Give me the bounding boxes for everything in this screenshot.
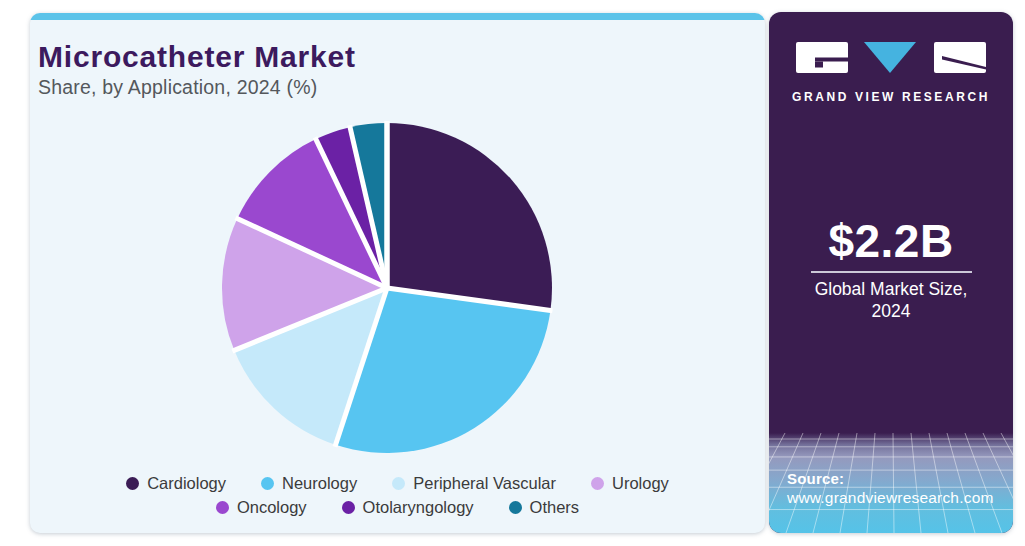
legend-item-others: Others <box>509 498 580 517</box>
gvr-logo-icon <box>796 40 986 80</box>
market-size-label: Global Market Size, 2024 <box>804 279 979 323</box>
brand-name: GRAND VIEW RESEARCH <box>769 90 1013 104</box>
legend-item-otolaryngology: Otolaryngology <box>342 498 474 517</box>
legend-dot <box>126 477 139 490</box>
legend-label: Urology <box>612 474 669 493</box>
legend-item-oncology: Oncology <box>216 498 307 517</box>
legend-row: Oncology Otolaryngology Others <box>216 498 579 517</box>
legend-item-urology: Urology <box>591 474 669 493</box>
brand-panel: GRAND VIEW RESEARCH $2.2B Global Market … <box>769 12 1013 533</box>
legend-dot <box>591 477 604 490</box>
chart-card: Microcatheter Market Share, by Applicati… <box>30 13 765 533</box>
legend-dot <box>509 501 522 514</box>
pie-slice-cardiology <box>387 123 552 310</box>
legend-item-cardiology: Cardiology <box>126 474 226 493</box>
source-url: www.grandviewresearch.com <box>787 489 994 507</box>
legend-label: Oncology <box>237 498 307 517</box>
legend-dot <box>392 477 405 490</box>
source-block: Source: www.grandviewresearch.com <box>787 470 994 507</box>
card-top-accent-bar <box>30 13 765 20</box>
pie-chart <box>187 88 587 488</box>
market-size-value: $2.2B <box>769 218 1013 264</box>
market-size-block: $2.2B Global Market Size, 2024 <box>769 218 1013 323</box>
legend-label: Otolaryngology <box>363 498 474 517</box>
legend-item-neurology: Neurology <box>261 474 357 493</box>
legend-label: Neurology <box>282 474 357 493</box>
legend-label: Peripheral Vascular <box>413 474 556 493</box>
legend-dot <box>216 501 229 514</box>
legend-dot <box>342 501 355 514</box>
infographic: Microcatheter Market Share, by Applicati… <box>0 0 1025 546</box>
source-label: Source: <box>787 470 994 487</box>
page-title: Microcatheter Market <box>38 40 356 74</box>
divider <box>811 271 972 273</box>
legend-row: Cardiology Neurology Peripheral Vascular Ur… <box>126 474 669 493</box>
legend-dot <box>261 477 274 490</box>
legend-item-peripheral-vascular: Peripheral Vascular <box>392 474 556 493</box>
legend: Cardiology Neurology Peripheral Vascular Ur… <box>30 474 765 517</box>
legend-label: Cardiology <box>147 474 226 493</box>
legend-label: Others <box>530 498 580 517</box>
